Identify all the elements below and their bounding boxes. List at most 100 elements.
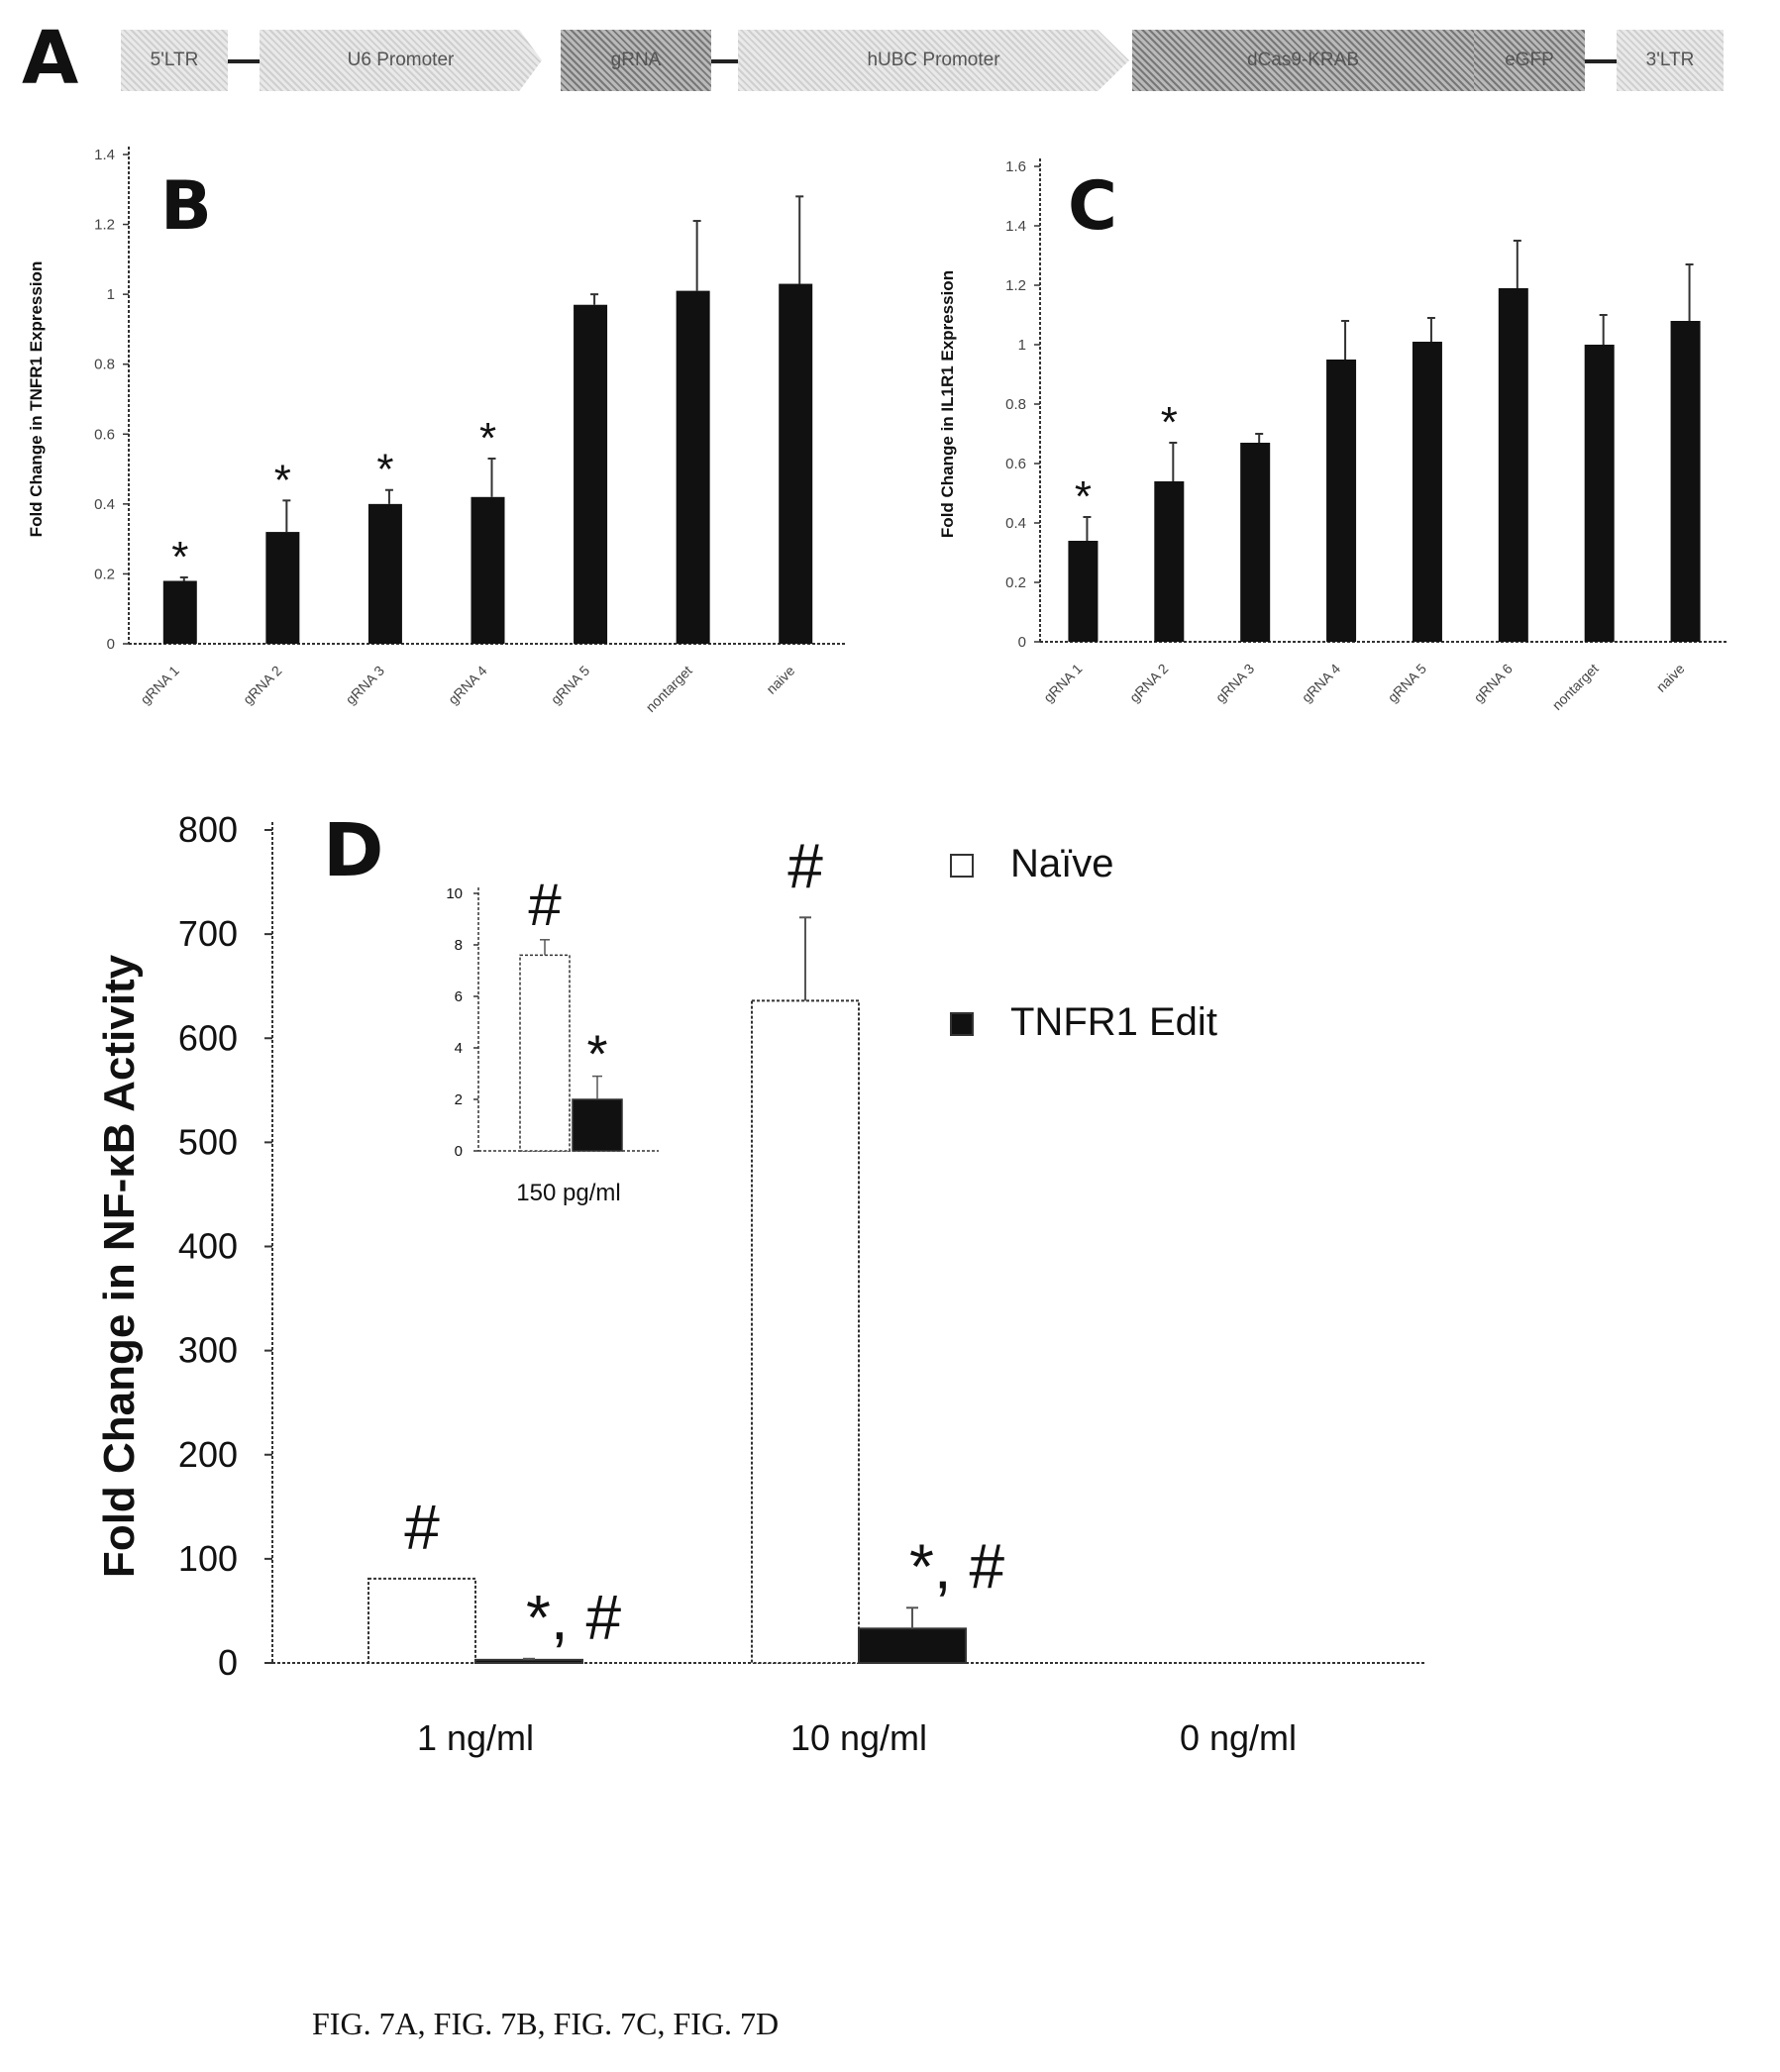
significance-marker: *: [1161, 398, 1178, 447]
bar: [1412, 342, 1442, 642]
bar: [751, 999, 860, 1664]
panel-label-a: A: [22, 16, 79, 101]
legend-swatch: [950, 854, 974, 878]
bar: [1240, 443, 1271, 642]
y-tick-label: 1.2: [94, 217, 115, 234]
y-tick-label: 0: [218, 1642, 238, 1683]
construct-connector: [711, 59, 738, 63]
y-tick-label: 1: [107, 286, 115, 303]
x-tick-label: gRNA 5: [548, 663, 593, 708]
construct-segment: eGFP: [1474, 30, 1585, 91]
construct-segment: dCas9-KRAB: [1132, 30, 1474, 91]
y-tick-label: 1: [1018, 337, 1026, 354]
inset-y-tick-label: 0: [455, 1143, 463, 1160]
y-tick-label: 400: [178, 1226, 238, 1267]
x-tick-label: gRNA 5: [1385, 661, 1430, 706]
bar: [1584, 345, 1615, 642]
inset-bar: [572, 1098, 623, 1152]
bar: [471, 496, 505, 644]
inset-bar: [519, 954, 571, 1152]
significance-marker: *: [1075, 472, 1092, 521]
legend-swatch: [950, 1012, 974, 1036]
x-tick-label: nontarget: [643, 663, 695, 715]
x-tick-label: 10 ng/ml: [790, 1717, 927, 1758]
bar: [779, 283, 813, 644]
y-axis-title: Fold Change in IL1R1 Expression: [938, 270, 957, 538]
inset-y-tick-label: 2: [455, 1091, 463, 1108]
bar: [474, 1658, 583, 1665]
y-tick-label: 700: [178, 913, 238, 954]
x-tick-label: gRNA 2: [240, 663, 285, 708]
inset-y-tick-label: 8: [455, 937, 463, 954]
annotation-marker: *, #: [526, 1582, 621, 1653]
chart-d: 0 100 200 300 400 500 600 700 800 Fold Change in …: [95, 809, 1426, 1758]
y-tick-label: 1.2: [1005, 277, 1026, 294]
construct-segment: 5'LTR: [121, 30, 228, 91]
y-tick-label: 100: [178, 1538, 238, 1579]
y-tick-label: 0.4: [1005, 515, 1026, 532]
bar: [1498, 288, 1528, 642]
y-tick-label: 300: [178, 1330, 238, 1371]
construct-diagram: A 5'LTR U6 Promoter gRNA hUBC Promoter dCas9…: [0, 0, 1780, 129]
bar: [367, 1577, 476, 1665]
construct-segment: hUBC Promoter: [738, 30, 1129, 91]
x-tick-label: gRNA 3: [1212, 661, 1258, 706]
x-tick-label: 0 ng/ml: [1180, 1717, 1297, 1758]
bar: [858, 1627, 967, 1665]
chart-b: 0 0.2 0.4 0.6 0.8 1 1.2 1.4 Fold Change in TNFR1…: [27, 147, 847, 715]
x-tick-label: gRNA 4: [1299, 661, 1344, 706]
significance-marker: *: [171, 533, 188, 581]
annotation-marker: #: [787, 830, 823, 901]
bar: [1670, 321, 1701, 642]
y-tick-label: 0.6: [1005, 456, 1026, 472]
significance-marker: *: [376, 446, 393, 494]
y-tick-label: 0.4: [94, 496, 115, 513]
x-tick-label: 1 ng/ml: [417, 1717, 534, 1758]
significance-marker: *: [479, 414, 496, 463]
panel-label-c: C: [1068, 167, 1117, 246]
panel-label-b: B: [160, 167, 212, 246]
x-tick-label: gRNA 1: [137, 663, 182, 708]
y-tick-label: 200: [178, 1434, 238, 1475]
y-tick-label: 0: [107, 636, 115, 653]
y-axis-title: Fold Change in NF-κB Activity: [95, 954, 144, 1578]
y-tick-label: 0: [1018, 634, 1026, 651]
chart-c: 0 0.2 0.4 0.6 0.8 1 1.2 1.4 1.6 Fold Change in IL…: [938, 158, 1728, 713]
x-tick-label: gRNA 4: [445, 663, 490, 708]
y-tick-label: 0.8: [1005, 396, 1026, 413]
significance-marker: *: [274, 456, 291, 504]
y-tick-label: 500: [178, 1121, 238, 1162]
y-tick-label: 0.2: [1005, 574, 1026, 591]
panel-label-d: D: [323, 808, 384, 893]
bar: [265, 532, 300, 644]
y-tick-label: 800: [178, 809, 238, 850]
annotation-marker: *, #: [909, 1530, 1004, 1602]
construct-segment: U6 Promoter: [260, 30, 542, 91]
x-tick-label: gRNA 1: [1040, 661, 1086, 706]
inset-y-tick-label: 4: [455, 1040, 463, 1057]
inset-annotation-marker: #: [528, 872, 562, 938]
y-tick-label: 1.4: [94, 147, 115, 163]
x-tick-label: gRNA 6: [1471, 661, 1517, 706]
legend-label: TNFR1 Edit: [1010, 1000, 1217, 1044]
y-tick-label: 600: [178, 1017, 238, 1058]
x-tick-label: gRNA 2: [1126, 661, 1172, 706]
bar: [676, 290, 710, 644]
x-tick-label: nontarget: [1549, 661, 1602, 713]
bar: [574, 304, 608, 644]
x-tick-label: naive: [763, 663, 797, 697]
y-tick-label: 1.6: [1005, 158, 1026, 175]
inset-x-tick-label: 150 pg/ml: [516, 1180, 620, 1206]
figure-caption: FIG. 7A, FIG. 7B, FIG. 7C, FIG. 7D: [312, 2006, 780, 2041]
construct-connector: [228, 59, 260, 63]
y-axis-title: Fold Change in TNFR1 Expression: [27, 261, 46, 538]
bar: [1068, 541, 1099, 642]
x-tick-label: gRNA 3: [343, 663, 388, 708]
y-tick-label: 0.6: [94, 426, 115, 443]
annotation-marker: #: [404, 1492, 440, 1563]
x-tick-label: naive: [1653, 661, 1688, 695]
construct-connector: [1585, 59, 1617, 63]
inset-y-tick-label: 6: [455, 988, 463, 1005]
bar: [1154, 481, 1185, 642]
bar: [1326, 360, 1357, 642]
